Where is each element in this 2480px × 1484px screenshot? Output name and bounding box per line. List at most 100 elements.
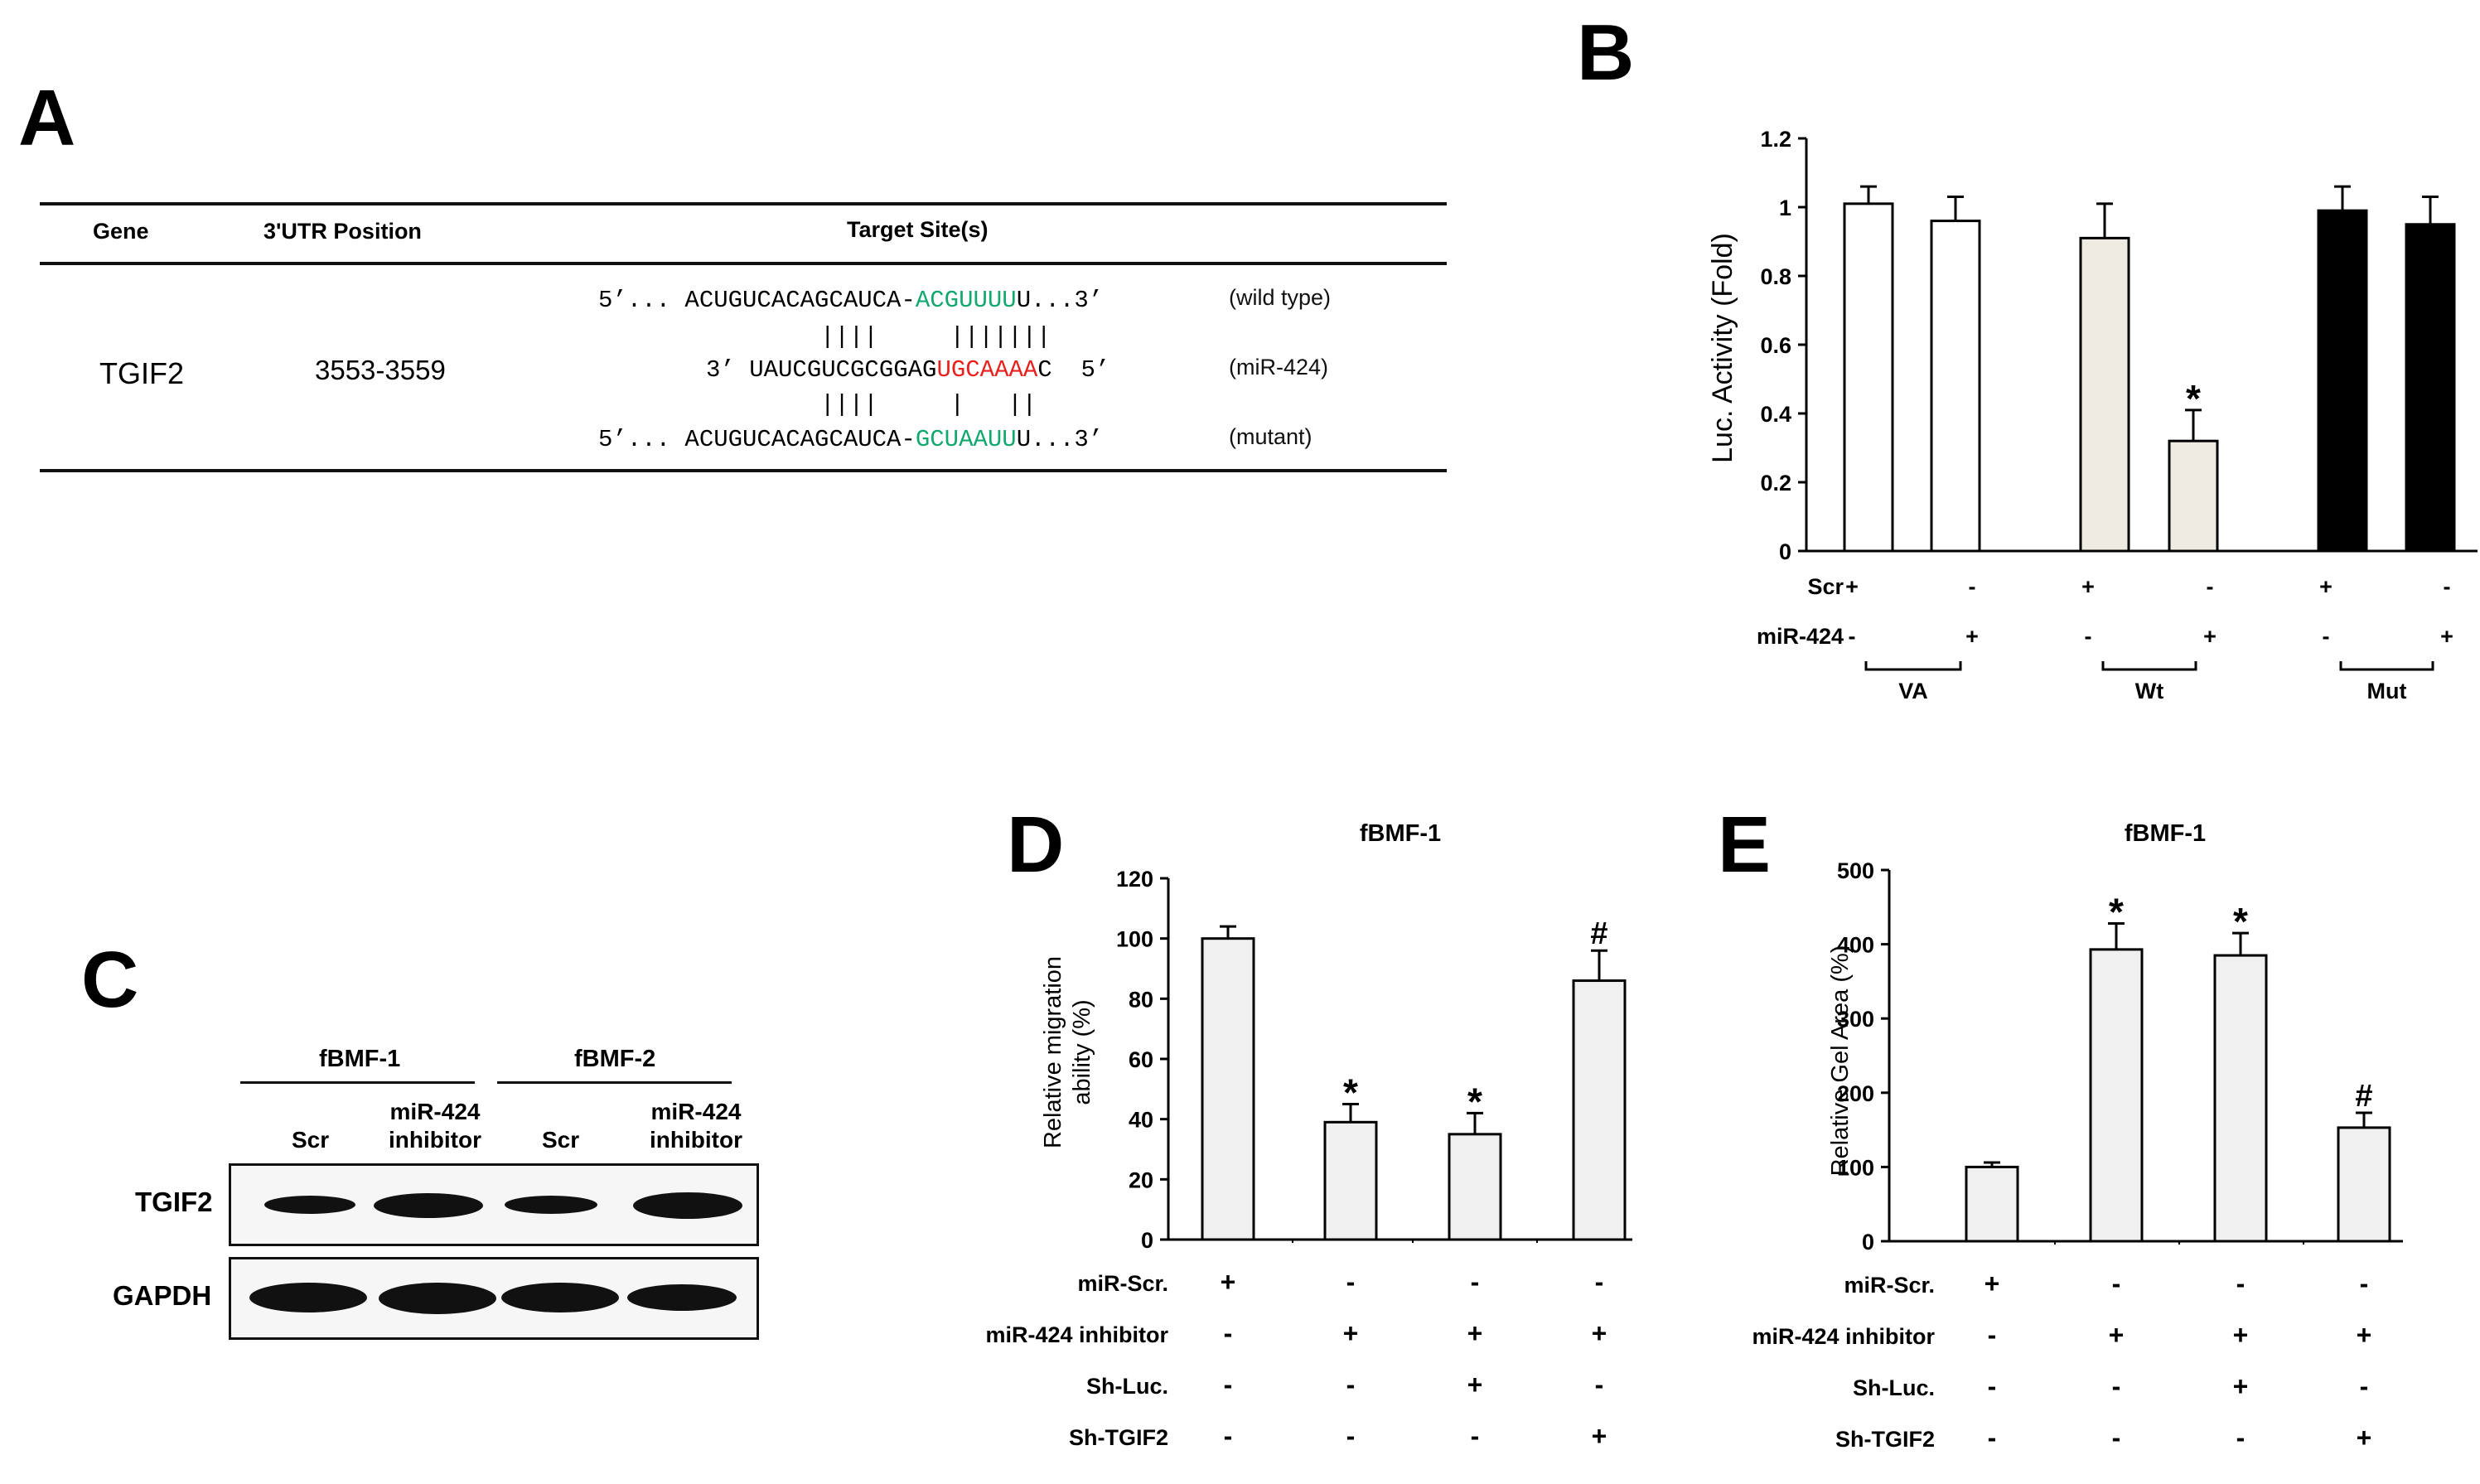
lane-label-2: miR-424 inhibitor: [389, 1099, 481, 1153]
y-tick-label: 40: [1129, 1108, 1153, 1133]
y-tick-label: 20: [1129, 1167, 1153, 1192]
group-label: Mut: [2367, 679, 2407, 703]
header-utr-position: 3'UTR Position: [263, 219, 422, 244]
mir-424-sequence: 3’ UAUCGUCGCGGAGUGCAAAAC 5’: [706, 356, 1110, 384]
y-tick-label: 60: [1129, 1047, 1153, 1072]
condition-sign: -: [2085, 624, 2092, 649]
y-tick-label: 0: [1862, 1230, 1874, 1254]
condition-label: miR-Scr.: [1844, 1273, 1935, 1298]
gapdh-band-4: [627, 1284, 737, 1311]
y-axis-label: ability (%): [1069, 999, 1095, 1105]
condition-sign: -: [2323, 624, 2330, 649]
condition-sign: -: [2112, 1269, 2121, 1298]
condition-label: miR-Scr.: [1077, 1271, 1168, 1296]
tgif2-band-1: [264, 1196, 355, 1214]
y-tick-label: 300: [1837, 1007, 1874, 1032]
bar: [1201, 937, 1255, 1241]
condition-label: Sh-TGIF2: [1835, 1427, 1935, 1452]
lane-label-1: Scr: [292, 1127, 330, 1153]
condition-sign: -: [2207, 574, 2214, 599]
significance-mark: *: [1343, 1071, 1358, 1114]
condition-sign: +: [2440, 624, 2453, 649]
table-bottom-rule: [40, 469, 1447, 472]
condition-sign: -: [1849, 624, 1856, 649]
bar: [2405, 223, 2456, 553]
group-label-fbmf2: fBMF-2: [574, 1046, 656, 1072]
panel-a-letter: A: [18, 74, 76, 162]
condition-sign: -: [2112, 1371, 2121, 1401]
panel-c-letter: C: [81, 935, 139, 1024]
panel-b-letter: B: [1577, 8, 1635, 97]
condition-sign: -: [1224, 1421, 1233, 1451]
condition-sign: +: [1592, 1318, 1607, 1348]
y-tick-label: 0: [1779, 539, 1791, 564]
tgif2-band-3: [505, 1196, 597, 1214]
bar: [2337, 1126, 2391, 1243]
bar: [1930, 220, 1981, 553]
wild-type-sequence: 5’... ACUGUCACAGCAUCA-ACGUUUUU...3’: [598, 287, 1104, 314]
significance-mark: *: [2186, 377, 2201, 420]
condition-sign: +: [2233, 1320, 2249, 1350]
gapdh-band-1: [249, 1283, 367, 1312]
gapdh-band-2: [379, 1283, 496, 1314]
wild-type-label: (wild type): [1229, 285, 1332, 310]
tgif2-band-2: [374, 1193, 483, 1218]
condition-sign: -: [2444, 574, 2451, 599]
gel-area-chart: 0 100 200 300 400 500 * * # miR-Scr. + - - - miR-424 i…: [1752, 820, 2403, 1453]
y-tick-label: 0.4: [1760, 402, 1791, 427]
condition-sign: -: [1224, 1370, 1233, 1399]
significance-mark: #: [1590, 916, 1607, 951]
condition-label: Scr: [1807, 574, 1844, 599]
y-axis-label: Relative migration: [1040, 956, 1066, 1148]
condition-sign: -: [1988, 1423, 1997, 1453]
chart-title: fBMF-1: [2125, 820, 2206, 847]
group-bracket: [1864, 661, 1962, 671]
bar: [2089, 948, 2144, 1243]
condition-sign: -: [1471, 1421, 1480, 1451]
condition-sign: +: [1965, 624, 1979, 649]
condition-sign: +: [1343, 1318, 1359, 1348]
bar: [2317, 209, 2368, 553]
migration-chart: 0 20 40 60 80 100 120 * * # miR-Scr. + - - - miR-424 in…: [985, 820, 1632, 1451]
significance-mark: *: [2233, 900, 2248, 943]
significance-mark: #: [2355, 1079, 2372, 1114]
mutant-sequence: 5’... ACUGUCACAGCAUCA-GCUAAUUU...3’: [598, 426, 1104, 453]
condition-sign: -: [1346, 1370, 1356, 1399]
condition-sign: -: [1346, 1421, 1356, 1451]
condition-sign: +: [2357, 1423, 2372, 1453]
condition-sign: -: [2360, 1371, 2369, 1401]
tgif2-band-4: [633, 1192, 742, 1219]
group-line-fbmf2: [497, 1081, 732, 1084]
condition-sign: +: [2357, 1320, 2372, 1350]
luciferase-chart: 00.20.40.60.811.2*Scr + - + - + -miR-424- + - + - +…: [1707, 127, 2478, 703]
bar: [2168, 439, 2219, 553]
group-label: VA: [1898, 679, 1928, 703]
y-tick-label: 100: [1116, 927, 1153, 952]
condition-sign: -: [1988, 1320, 1997, 1350]
y-tick-label: 100: [1837, 1155, 1874, 1180]
chart-title: fBMF-1: [1360, 820, 1441, 847]
header-gene: Gene: [93, 219, 149, 244]
condition-sign: -: [2236, 1269, 2246, 1298]
table-header-rule: [40, 262, 1447, 265]
condition-sign: +: [1467, 1318, 1483, 1348]
utr-position-value: 3553-3559: [315, 355, 446, 385]
y-tick-label: 200: [1837, 1081, 1874, 1106]
condition-sign: -: [1471, 1267, 1480, 1297]
condition-label: Sh-Luc.: [1086, 1374, 1168, 1399]
condition-sign: -: [1595, 1370, 1604, 1399]
bar: [1965, 1165, 2019, 1243]
group-bracket: [2339, 661, 2434, 671]
condition-sign: +: [2203, 624, 2217, 649]
mir-424-label: (miR-424): [1229, 355, 1329, 379]
y-tick-label: 0: [1141, 1228, 1153, 1253]
condition-sign: -: [2112, 1423, 2121, 1453]
condition-sign: -: [1969, 574, 1976, 599]
panel-e-letter: E: [1718, 800, 1772, 889]
group-label-fbmf1: fBMF-1: [319, 1046, 401, 1072]
pairing-lines-1: |||| |||||||: [820, 323, 1051, 350]
header-target-sites: Target Site(s): [847, 217, 989, 242]
y-tick-label: 0.6: [1760, 333, 1791, 358]
tgif2-blot: [229, 1163, 759, 1246]
blot-label-tgif2: TGIF2: [135, 1187, 213, 1217]
